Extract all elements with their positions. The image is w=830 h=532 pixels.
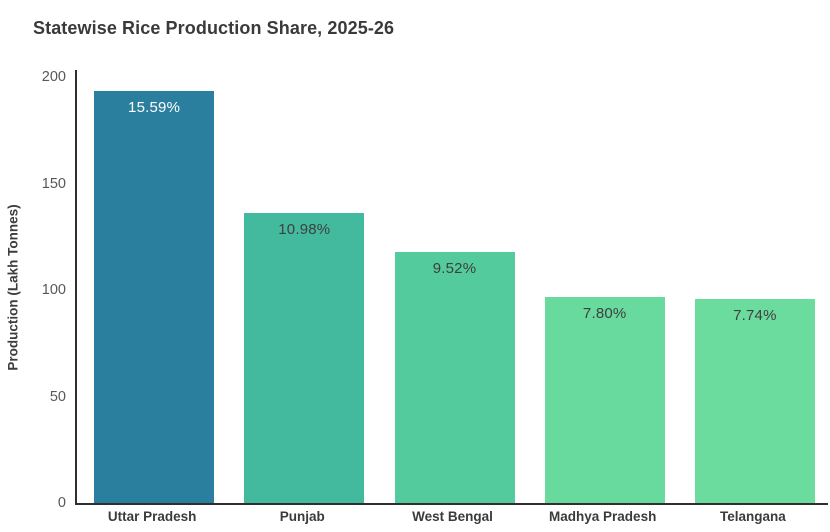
y-tick-label: 100 [41,282,66,298]
chart-title: Statewise Rice Production Share, 2025-26 [33,18,395,38]
bar-value-label: 15.59% [128,99,181,117]
x-tick-label-telangana: Telangana [720,509,786,524]
bar-west-bengal: 9.52% [394,251,515,503]
y-tick-label: 50 [49,388,66,405]
y-tick-label: 0 [57,495,66,511]
bar-value-label: 9.52% [432,259,477,277]
y-tick-label: 200 [41,69,66,85]
x-tick-label-west-bengal: West Bengal [412,509,493,524]
y-tick-label: 150 [41,175,66,192]
plot-area: 15.59% 10.98% 9.52% 7.80% 7.74% [75,70,828,505]
bar-value-label: 7.74% [733,306,777,324]
x-tick-label-madhya-pradesh: Madhya Pradesh [549,509,657,524]
bar-madhya-pradesh: 7.80% [544,297,665,503]
bar-uttar-pradesh: 15.59% [94,91,215,503]
x-tick-label-punjab: Punjab [279,509,325,524]
x-tick-label-uttar-pradesh: Uttar Pradesh [107,509,197,524]
bar-value-label: 10.98% [278,220,331,238]
bar-telangana: 7.74% [694,298,815,503]
bar-value-label: 7.80% [582,305,627,323]
bar-punjab: 10.98% [244,212,365,503]
